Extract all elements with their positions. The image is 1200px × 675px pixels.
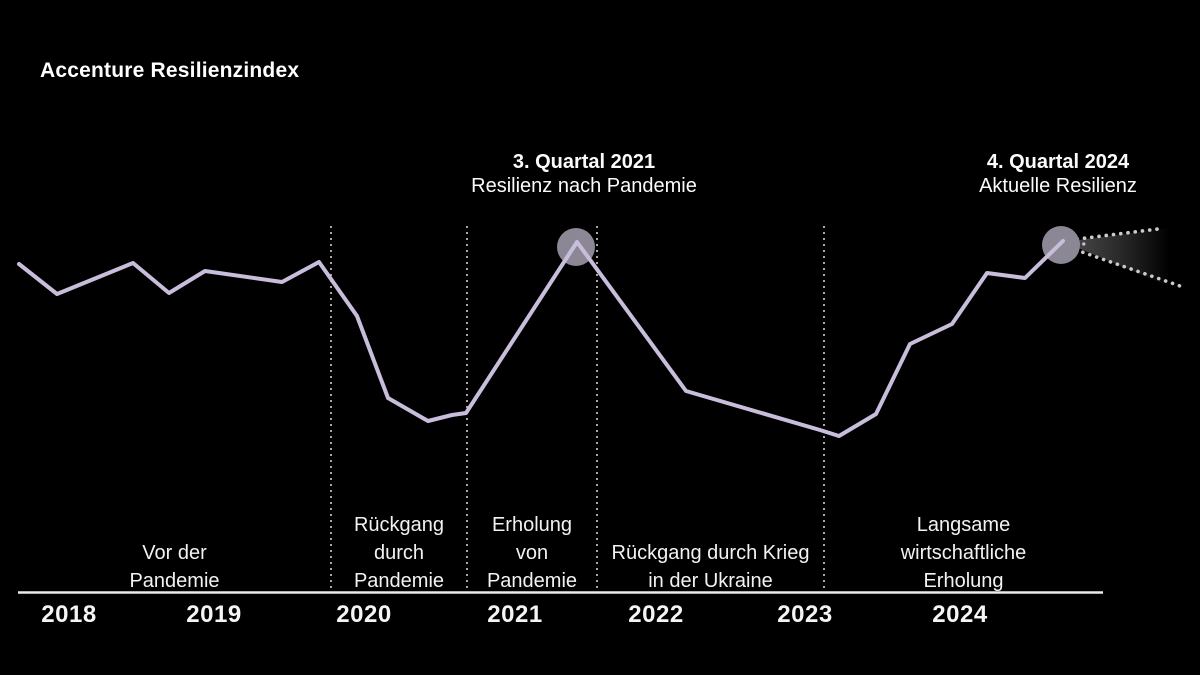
projection-dots-upper: [1068, 226, 1164, 242]
chart-title: Accenture Resilienzindex: [40, 59, 300, 82]
x-axis-tick-2018: 2018: [41, 601, 97, 628]
annotation-2024-q4-heading: 4. Quartal 2024: [986, 151, 1130, 173]
annotation-2021-q3-heading: 3. Quartal 2021: [512, 151, 656, 173]
trend-line: [17, 239, 1065, 438]
phase-label-langsame-erholung: Langsame wirtschaftliche Erholung: [900, 514, 1027, 592]
phase-label-erholung-von-pandemie: Erholung von Pandemie: [486, 514, 578, 592]
annotation-2021-q3-subheading: Resilienz nach Pandemie: [471, 175, 697, 197]
x-axis-tick-2022: 2022: [628, 601, 684, 628]
x-axis-tick-2020: 2020: [336, 601, 392, 628]
phase-label-vor-der-pandemie: Vor der Pandemie: [129, 542, 220, 592]
x-axis-tick-2024: 2024: [932, 601, 988, 628]
annotation-2024-q4: 4. Quartal 2024 Aktuelle Resilienz: [878, 151, 1200, 198]
projection-cone: [1064, 228, 1168, 286]
x-axis-tick-2019: 2019: [186, 601, 242, 628]
annotation-2024-q4-subheading: Aktuelle Resilienz: [979, 175, 1137, 197]
phase-label-rueckgang-durch-pandemie: Rückgang durch Pandemie: [353, 514, 445, 592]
annotation-2021-q3: 3. Quartal 2021 Resilienz nach Pandemie: [404, 151, 764, 198]
projection-dots-lower: [1067, 245, 1185, 289]
phase-label-rueckgang-durch-krieg: Rückgang durch Krieg in der Ukraine: [611, 542, 810, 592]
x-axis-tick-2023: 2023: [777, 601, 833, 628]
x-axis-tick-2021: 2021: [487, 601, 543, 628]
